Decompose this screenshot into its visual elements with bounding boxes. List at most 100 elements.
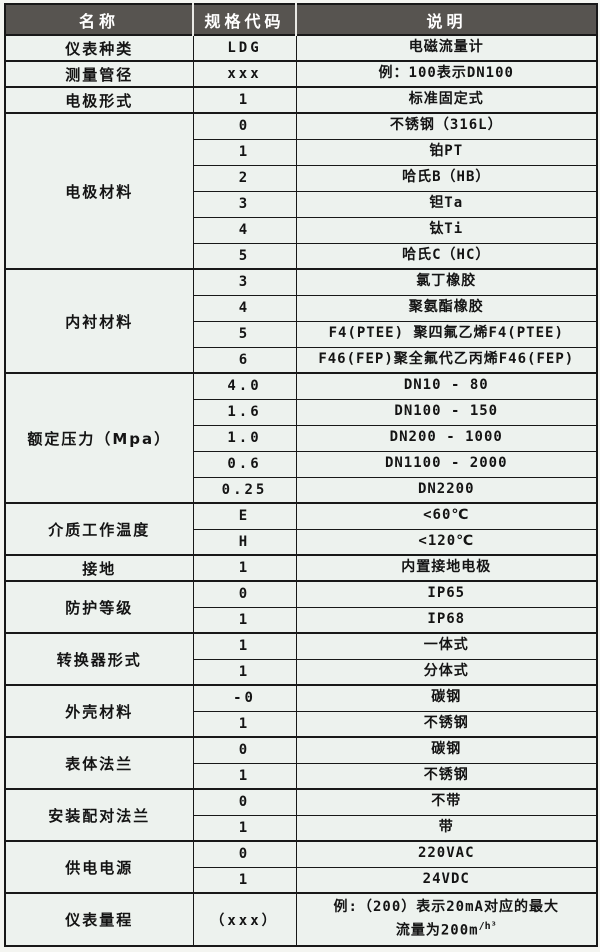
table-row: 电极形式 1 标准固定式 [4, 86, 598, 114]
col-header-desc: 说明 [296, 4, 597, 35]
code-cell: 1 [192, 658, 297, 686]
desc-line: 流量为200m/h³ [395, 920, 497, 939]
table-row: 1.0 DN200 - 1000 [5, 424, 598, 452]
section-name-cell: 测量管径 [4, 60, 194, 88]
table-row: 仪表种类 LDG 电磁流量计 [4, 34, 598, 62]
desc-cell: 例：100表示DN100 [295, 60, 598, 88]
desc-cell: 钛Ti [295, 216, 598, 244]
desc-cell: 不锈钢（316L） [295, 112, 598, 140]
table-row: 测量管径 xxx 例：100表示DN100 [4, 60, 598, 88]
code-cell: 1 [192, 606, 297, 634]
desc-cell: F4(PTEE) 聚四氟乙烯F4(PTEE) [295, 320, 598, 348]
code-cell: 1 [192, 554, 297, 582]
table-row: 防护等级 0 IP65 [4, 580, 598, 634]
desc-cell: 标准固定式 [295, 86, 598, 114]
table-row: 6 F46(FEP)聚全氟代乙丙烯F46(FEP) [5, 346, 598, 374]
section-name-cell: 安装配对法兰 [4, 788, 194, 842]
section-name-cell: 表体法兰 [4, 736, 194, 790]
code-cell: 4 [192, 216, 297, 244]
desc-cell: 钽Ta [295, 190, 598, 218]
code-cell: 1 [192, 86, 297, 114]
desc-cell: 电磁流量计 [295, 34, 598, 62]
code-cell: 3 [192, 190, 297, 218]
desc-cell: <120℃ [295, 528, 598, 556]
code-cell: 1.0 [192, 424, 297, 452]
desc-cell: 24VDC [295, 866, 598, 894]
code-cell: 1 [192, 866, 297, 894]
section-name-cell: 外壳材料 [4, 684, 194, 738]
section-name-cell: 转换器形式 [4, 632, 194, 686]
section-name-cell: 电极形式 [4, 86, 194, 114]
code-cell: 4 [192, 294, 297, 322]
spec-table-body: 仪表种类 LDG 电磁流量计 测量管径 xxx 例：100表示DN100 电极形式 1 标准固定… [4, 34, 598, 947]
section-name-cell: 内衬材料 [4, 268, 194, 374]
code-cell: 1 [192, 814, 297, 842]
desc-cell: 聚氨酯橡胶 [295, 294, 598, 322]
code-cell: 1 [192, 138, 297, 166]
code-cell: xxx [192, 60, 297, 88]
desc-cell: 一体式 [295, 632, 598, 660]
section-name-cell: 供电电源 [4, 840, 194, 894]
code-cell: 5 [192, 242, 297, 270]
code-cell: 1.6 [192, 398, 297, 426]
code-cell: 5 [192, 320, 297, 348]
desc-cell: 不锈钢 [295, 710, 598, 738]
section-name-cell: 接地 [4, 554, 194, 582]
code-cell: 0 [192, 580, 297, 608]
section-name-cell: 防护等级 [4, 580, 194, 634]
desc-cell: 220VAC [295, 840, 598, 868]
desc-cell: 例:（200）表示20mA对应的最大 流量为200m/h³ [295, 892, 598, 947]
table-row: 安装配对法兰 0 不带 [4, 788, 598, 842]
desc-cell: IP65 [295, 580, 598, 608]
desc-cell: 哈氏C（HC） [295, 242, 598, 270]
desc-cell: 内置接地电极 [295, 554, 598, 582]
header-row: 名称 规格代码 说明 [5, 4, 597, 35]
table-row: 外壳材料 -0 碳钢 [4, 684, 598, 738]
code-cell: 1 [192, 632, 297, 660]
table-row: 接地 1 内置接地电极 [4, 554, 598, 582]
table-row: 介质工作温度 E <60℃ [4, 502, 598, 556]
table-row: 5 F4(PTEE) 聚四氟乙烯F4(PTEE) [5, 320, 598, 348]
desc-cell: DN100 - 150 [295, 398, 598, 426]
table-row: 电极材料 0 不锈钢（316L） [4, 112, 598, 270]
spec-table: 名称 规格代码 说明 仪表种类 LDG 电磁流量计 测量管径 xxx 例：100表示DN1… [4, 3, 598, 947]
section-name-cell: 介质工作温度 [4, 502, 194, 556]
table-row: 转换器形式 1 一体式 [4, 632, 598, 686]
desc-cell: 不带 [295, 788, 598, 816]
desc-cell: 不锈钢 [295, 762, 598, 790]
code-cell: H [192, 528, 297, 556]
section-name-cell: 额定压力（Mpa） [4, 372, 194, 504]
table-row: 1.6 DN100 - 150 [5, 398, 598, 426]
code-cell: 6 [192, 346, 297, 374]
code-cell: 0 [192, 788, 297, 816]
col-header-code: 规格代码 [193, 4, 297, 35]
desc-cell: IP68 [295, 606, 598, 634]
code-cell: 0.6 [192, 450, 297, 478]
section-name-cell: 电极材料 [4, 112, 194, 270]
desc-cell: 碳钢 [295, 684, 598, 712]
table-row: 1 铂PT [5, 138, 598, 166]
desc-cell: 铂PT [295, 138, 598, 166]
code-cell: （xxx） [192, 892, 297, 947]
table-row: 2 哈氏B（HB） [5, 164, 598, 192]
desc-cell: F46(FEP)聚全氟代乙丙烯F46(FEP) [295, 346, 598, 374]
unit-superscript: /h³ [478, 920, 497, 932]
desc-cell: DN2200 [295, 476, 598, 504]
table-row: 仪表量程 （xxx） 例:（200）表示20mA对应的最大 流量为200m/h³ [4, 892, 598, 947]
code-cell: E [192, 502, 297, 530]
table-row: 1 不锈钢 [5, 710, 598, 738]
desc-cell: <60℃ [295, 502, 598, 530]
table-row: 供电电源 0 220VAC [4, 840, 598, 894]
code-cell: 0 [192, 736, 297, 764]
table-row: 1 24VDC [5, 866, 598, 894]
section-name-cell: 仪表种类 [4, 34, 194, 62]
table-row: 表体法兰 0 碳钢 [4, 736, 598, 790]
table-row: 1 不锈钢 [5, 762, 598, 790]
col-header-name: 名称 [5, 4, 194, 35]
code-cell: 1 [192, 710, 297, 738]
table-row: 1 IP68 [5, 606, 598, 634]
code-cell: LDG [192, 34, 297, 62]
desc-cell: 哈氏B（HB） [295, 164, 598, 192]
desc-cell: 分体式 [295, 658, 598, 686]
